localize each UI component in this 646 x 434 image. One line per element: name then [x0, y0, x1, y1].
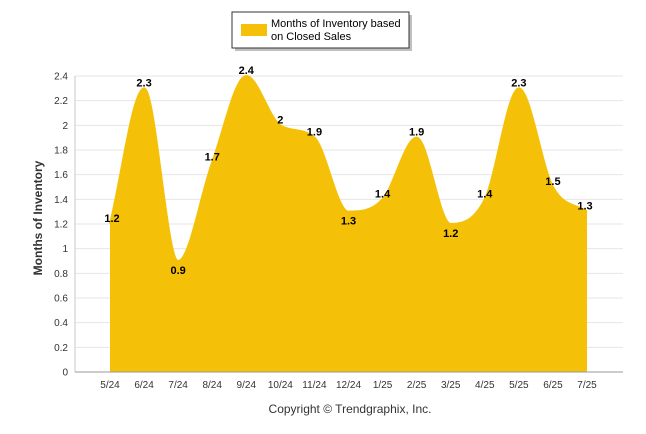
data-label: 1.7	[205, 151, 220, 163]
y-tick-label: 2	[62, 121, 68, 132]
x-tick-label: 4/25	[475, 380, 495, 391]
data-label: 1.4	[375, 188, 391, 200]
x-tick-label: 8/24	[202, 380, 222, 391]
legend-label-line-1: Months of Inventory based	[271, 18, 401, 30]
x-tick-label: 7/25	[577, 380, 597, 391]
data-label: 2	[277, 114, 283, 126]
y-tick-label: 1.2	[54, 220, 68, 231]
plot-area	[75, 74, 623, 373]
x-tick-label: 9/24	[237, 380, 257, 391]
x-tick-label: 6/25	[543, 380, 563, 391]
x-tick-label: 5/24	[100, 380, 120, 391]
x-tick-label: 7/24	[168, 380, 188, 391]
y-tick-label: 1.8	[54, 146, 68, 157]
data-labels: 1.2 2.3 0.9 1.7 2.4 2 1.9 1.3 1.4 1.9 1.2 1.4 2.3 1.5…	[104, 65, 592, 277]
y-tick-label: 0.4	[54, 318, 68, 329]
data-label: 1.5	[545, 176, 560, 188]
y-tick-label: 1.4	[54, 195, 68, 206]
data-label: 2.3	[511, 77, 526, 89]
x-tick-label: 2/25	[407, 380, 427, 391]
x-tick-label: 12/24	[336, 380, 361, 391]
data-label: 1.2	[104, 213, 119, 225]
y-tick-label: 0.6	[54, 294, 68, 305]
data-label: 1.4	[477, 188, 493, 200]
data-label: 2.3	[136, 77, 151, 89]
data-label: 1.2	[443, 228, 458, 240]
data-label: 1.3	[341, 216, 356, 228]
copyright-text: Copyright © Trendgraphix, Inc.	[269, 402, 432, 416]
x-tick-label: 5/25	[509, 380, 529, 391]
data-label: 1.3	[577, 201, 592, 213]
data-label: 1.9	[409, 127, 424, 139]
y-tick-label: 0.8	[54, 269, 68, 280]
y-axis: 0 0.2 0.4 0.6 0.8 1 1.2 1.4 1.6 1.8 2 2.2 2.4	[54, 72, 68, 379]
data-label: 2.4	[239, 65, 255, 77]
x-axis: 5/24 6/24 7/24 8/24 9/24 10/24 11/24 12/24 1/25 2…	[100, 380, 597, 391]
legend: Months of Inventory based on Closed Sale…	[231, 11, 412, 51]
x-tick-label: 3/25	[441, 380, 461, 391]
y-tick-label: 1.6	[54, 170, 68, 181]
y-tick-label: 1	[62, 244, 68, 255]
y-tick-label: 2.4	[54, 72, 68, 83]
legend-label-line-2: on Closed Sales	[271, 31, 352, 43]
y-tick-label: 0	[62, 368, 68, 379]
y-axis-title: Months of Inventory	[31, 160, 45, 275]
data-label: 1.9	[307, 127, 322, 139]
legend-swatch	[241, 24, 267, 36]
x-tick-label: 10/24	[268, 380, 293, 391]
x-tick-label: 1/25	[373, 380, 393, 391]
x-tick-label: 6/24	[134, 380, 154, 391]
data-label: 0.9	[170, 265, 185, 277]
y-tick-label: 0.2	[54, 343, 68, 354]
y-tick-label: 2.2	[54, 96, 68, 107]
x-tick-label: 11/24	[302, 380, 327, 391]
area-series-outline	[109, 74, 588, 263]
area-series	[110, 76, 587, 372]
